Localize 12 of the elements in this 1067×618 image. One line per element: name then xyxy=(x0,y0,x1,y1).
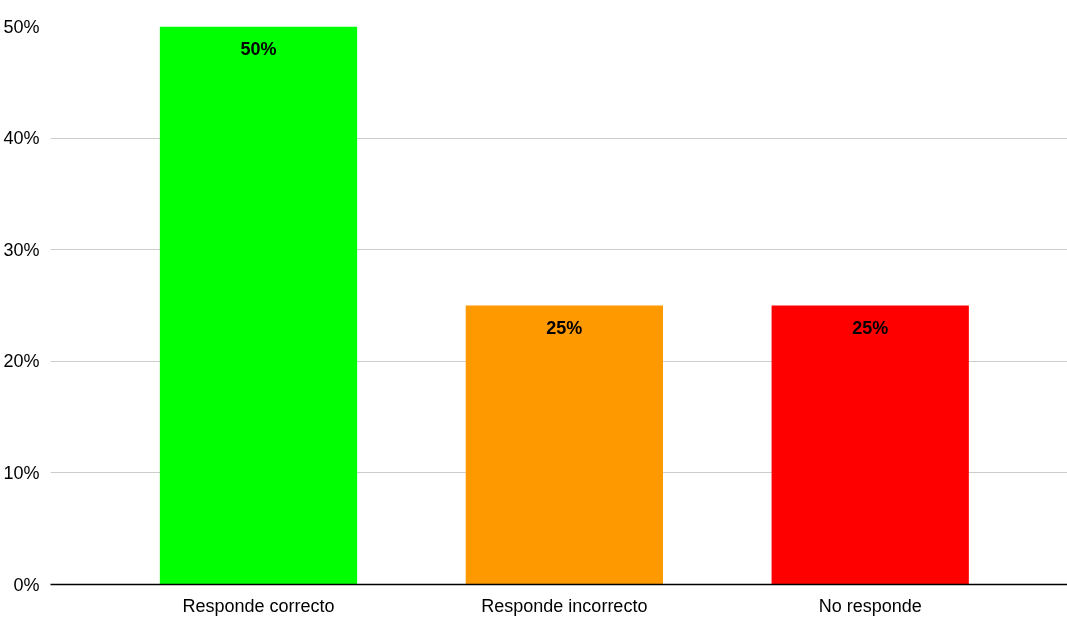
x-tick-label: Responde correcto xyxy=(182,595,335,616)
y-tick-label: 10% xyxy=(3,462,40,483)
x-tick-label: No responde xyxy=(818,595,922,616)
data-label: 25% xyxy=(852,317,889,338)
y-tick-label: 50% xyxy=(3,16,40,37)
y-tick-label: 0% xyxy=(13,574,40,595)
data-label: 25% xyxy=(546,317,583,338)
y-tick-label: 30% xyxy=(3,239,40,260)
data-label: 50% xyxy=(240,38,277,59)
y-tick-label: 20% xyxy=(3,351,40,372)
y-tick-label: 40% xyxy=(3,128,40,149)
x-tick-label: Responde incorrecto xyxy=(481,595,648,616)
